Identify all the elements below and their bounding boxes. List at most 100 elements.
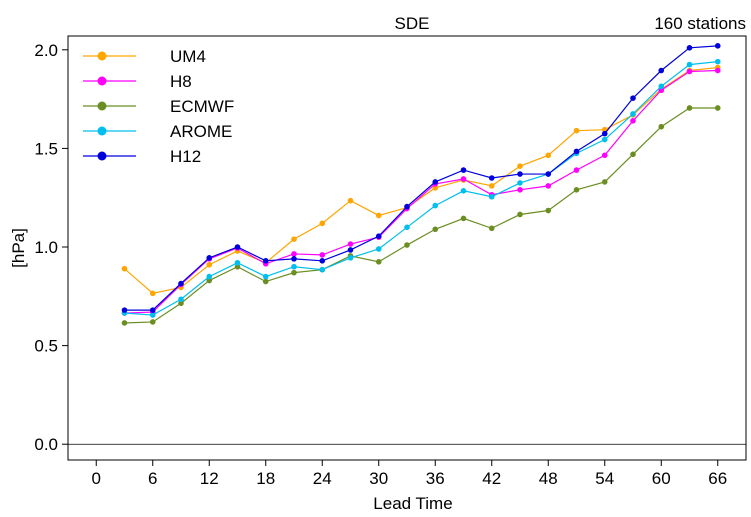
legend-label: H12: [170, 147, 201, 166]
x-tick-label: 60: [652, 469, 671, 488]
data-point-ecmwf: [686, 105, 693, 111]
data-point-h8: [630, 118, 636, 124]
legend-label: H8: [170, 72, 192, 91]
x-tick-label: 12: [200, 469, 219, 488]
data-point-h12: [149, 307, 156, 313]
y-tick-label: 0.0: [34, 435, 58, 454]
data-point-ecmwf: [375, 259, 382, 265]
data-point-ecmwf: [517, 211, 523, 218]
data-point-ecmwf: [206, 277, 213, 284]
legend-marker: [97, 76, 107, 86]
y-tick-label: 1.5: [34, 139, 58, 158]
data-point-h12: [545, 171, 552, 177]
legend-marker: [97, 151, 107, 161]
data-point-ecmwf: [658, 123, 665, 130]
data-point-um4: [291, 236, 297, 242]
x-tick-label: 0: [92, 469, 101, 488]
data-point-um4: [517, 163, 523, 169]
legend-marker: [97, 126, 107, 136]
data-point-arome: [291, 263, 297, 270]
data-point-ecmwf: [291, 269, 297, 276]
data-point-h12: [234, 244, 241, 250]
data-point-ecmwf: [121, 320, 128, 326]
data-point-h12: [517, 171, 523, 177]
y-axis: 0.0 0.5 1.0 1.5 2.0: [34, 41, 68, 454]
data-point-h12: [432, 179, 439, 185]
y-tick-label: 2.0: [34, 41, 58, 60]
data-point-h8: [714, 67, 721, 74]
data-point-um4: [573, 127, 580, 134]
data-point-um4: [121, 265, 128, 272]
legend-marker: [97, 51, 107, 61]
series-arome: [121, 58, 721, 318]
data-point-ecmwf: [573, 187, 580, 193]
data-point-ecmwf: [714, 105, 721, 111]
data-point-um4: [347, 197, 354, 204]
legend-label: ECMWF: [170, 97, 234, 116]
data-point-ecmwf: [178, 300, 184, 307]
series-h12: [121, 43, 721, 313]
data-point-arome: [149, 312, 156, 318]
data-point-ecmwf: [601, 179, 608, 185]
x-tick-label: 30: [369, 469, 388, 488]
y-axis-title: [hPa]: [9, 228, 28, 268]
data-point-h8: [545, 183, 552, 189]
data-point-h12: [206, 255, 213, 261]
data-point-h12: [573, 148, 580, 155]
x-axis: 0 6 12 18 24 30 36 42 48 54 60 66: [92, 460, 727, 488]
data-point-h8: [686, 68, 693, 75]
data-point-h12: [658, 67, 665, 74]
chart-subtitle: 160 stations: [654, 14, 746, 33]
chart-title: SDE: [395, 14, 430, 33]
data-point-ecmwf: [432, 226, 439, 233]
data-point-h12: [291, 256, 297, 262]
data-point-h8: [347, 241, 354, 247]
data-point-arome: [319, 266, 326, 273]
data-point-h8: [460, 176, 467, 182]
data-point-h8: [658, 87, 665, 94]
x-tick-label: 24: [313, 469, 332, 488]
data-point-arome: [658, 83, 665, 90]
x-tick-label: 66: [708, 469, 727, 488]
data-point-ecmwf: [149, 319, 156, 325]
x-tick-label: 42: [482, 469, 501, 488]
data-point-um4: [319, 220, 326, 227]
data-point-ecmwf: [630, 151, 636, 158]
data-point-um4: [206, 261, 213, 268]
data-point-arome: [178, 296, 184, 303]
legend-label: UM4: [170, 47, 206, 66]
x-axis-title: Lead Time: [373, 494, 452, 513]
data-point-h12: [319, 258, 326, 264]
data-point-arome: [601, 136, 608, 143]
data-point-h8: [319, 252, 326, 258]
data-point-um4: [488, 183, 495, 189]
series-layer: [121, 43, 721, 326]
x-tick-label: 36: [426, 469, 445, 488]
data-point-h12: [347, 247, 354, 253]
data-point-ecmwf: [545, 207, 552, 214]
x-tick-label: 18: [256, 469, 275, 488]
data-point-ecmwf: [234, 263, 241, 270]
data-point-h12: [460, 167, 467, 173]
data-point-arome: [686, 61, 693, 68]
data-point-arome: [234, 259, 241, 266]
legend-label: AROME: [170, 122, 232, 141]
series-line-arome: [124, 61, 718, 316]
data-point-arome: [432, 202, 439, 209]
data-point-arome: [517, 180, 523, 186]
y-tick-label: 1.0: [34, 238, 58, 257]
data-point-arome: [488, 193, 495, 200]
data-point-ecmwf: [488, 225, 495, 232]
series-line-ecmwf: [124, 107, 718, 324]
data-point-arome: [375, 246, 382, 252]
data-point-h12: [686, 45, 693, 51]
data-point-h12: [375, 233, 382, 239]
data-point-arome: [714, 58, 721, 65]
data-point-arome: [347, 255, 354, 261]
plot-frame: [67, 35, 747, 461]
data-point-ecmwf: [262, 278, 269, 285]
data-point-h12: [121, 307, 128, 313]
data-point-h12: [714, 43, 721, 49]
data-point-h12: [178, 280, 184, 287]
data-point-h12: [630, 95, 636, 101]
